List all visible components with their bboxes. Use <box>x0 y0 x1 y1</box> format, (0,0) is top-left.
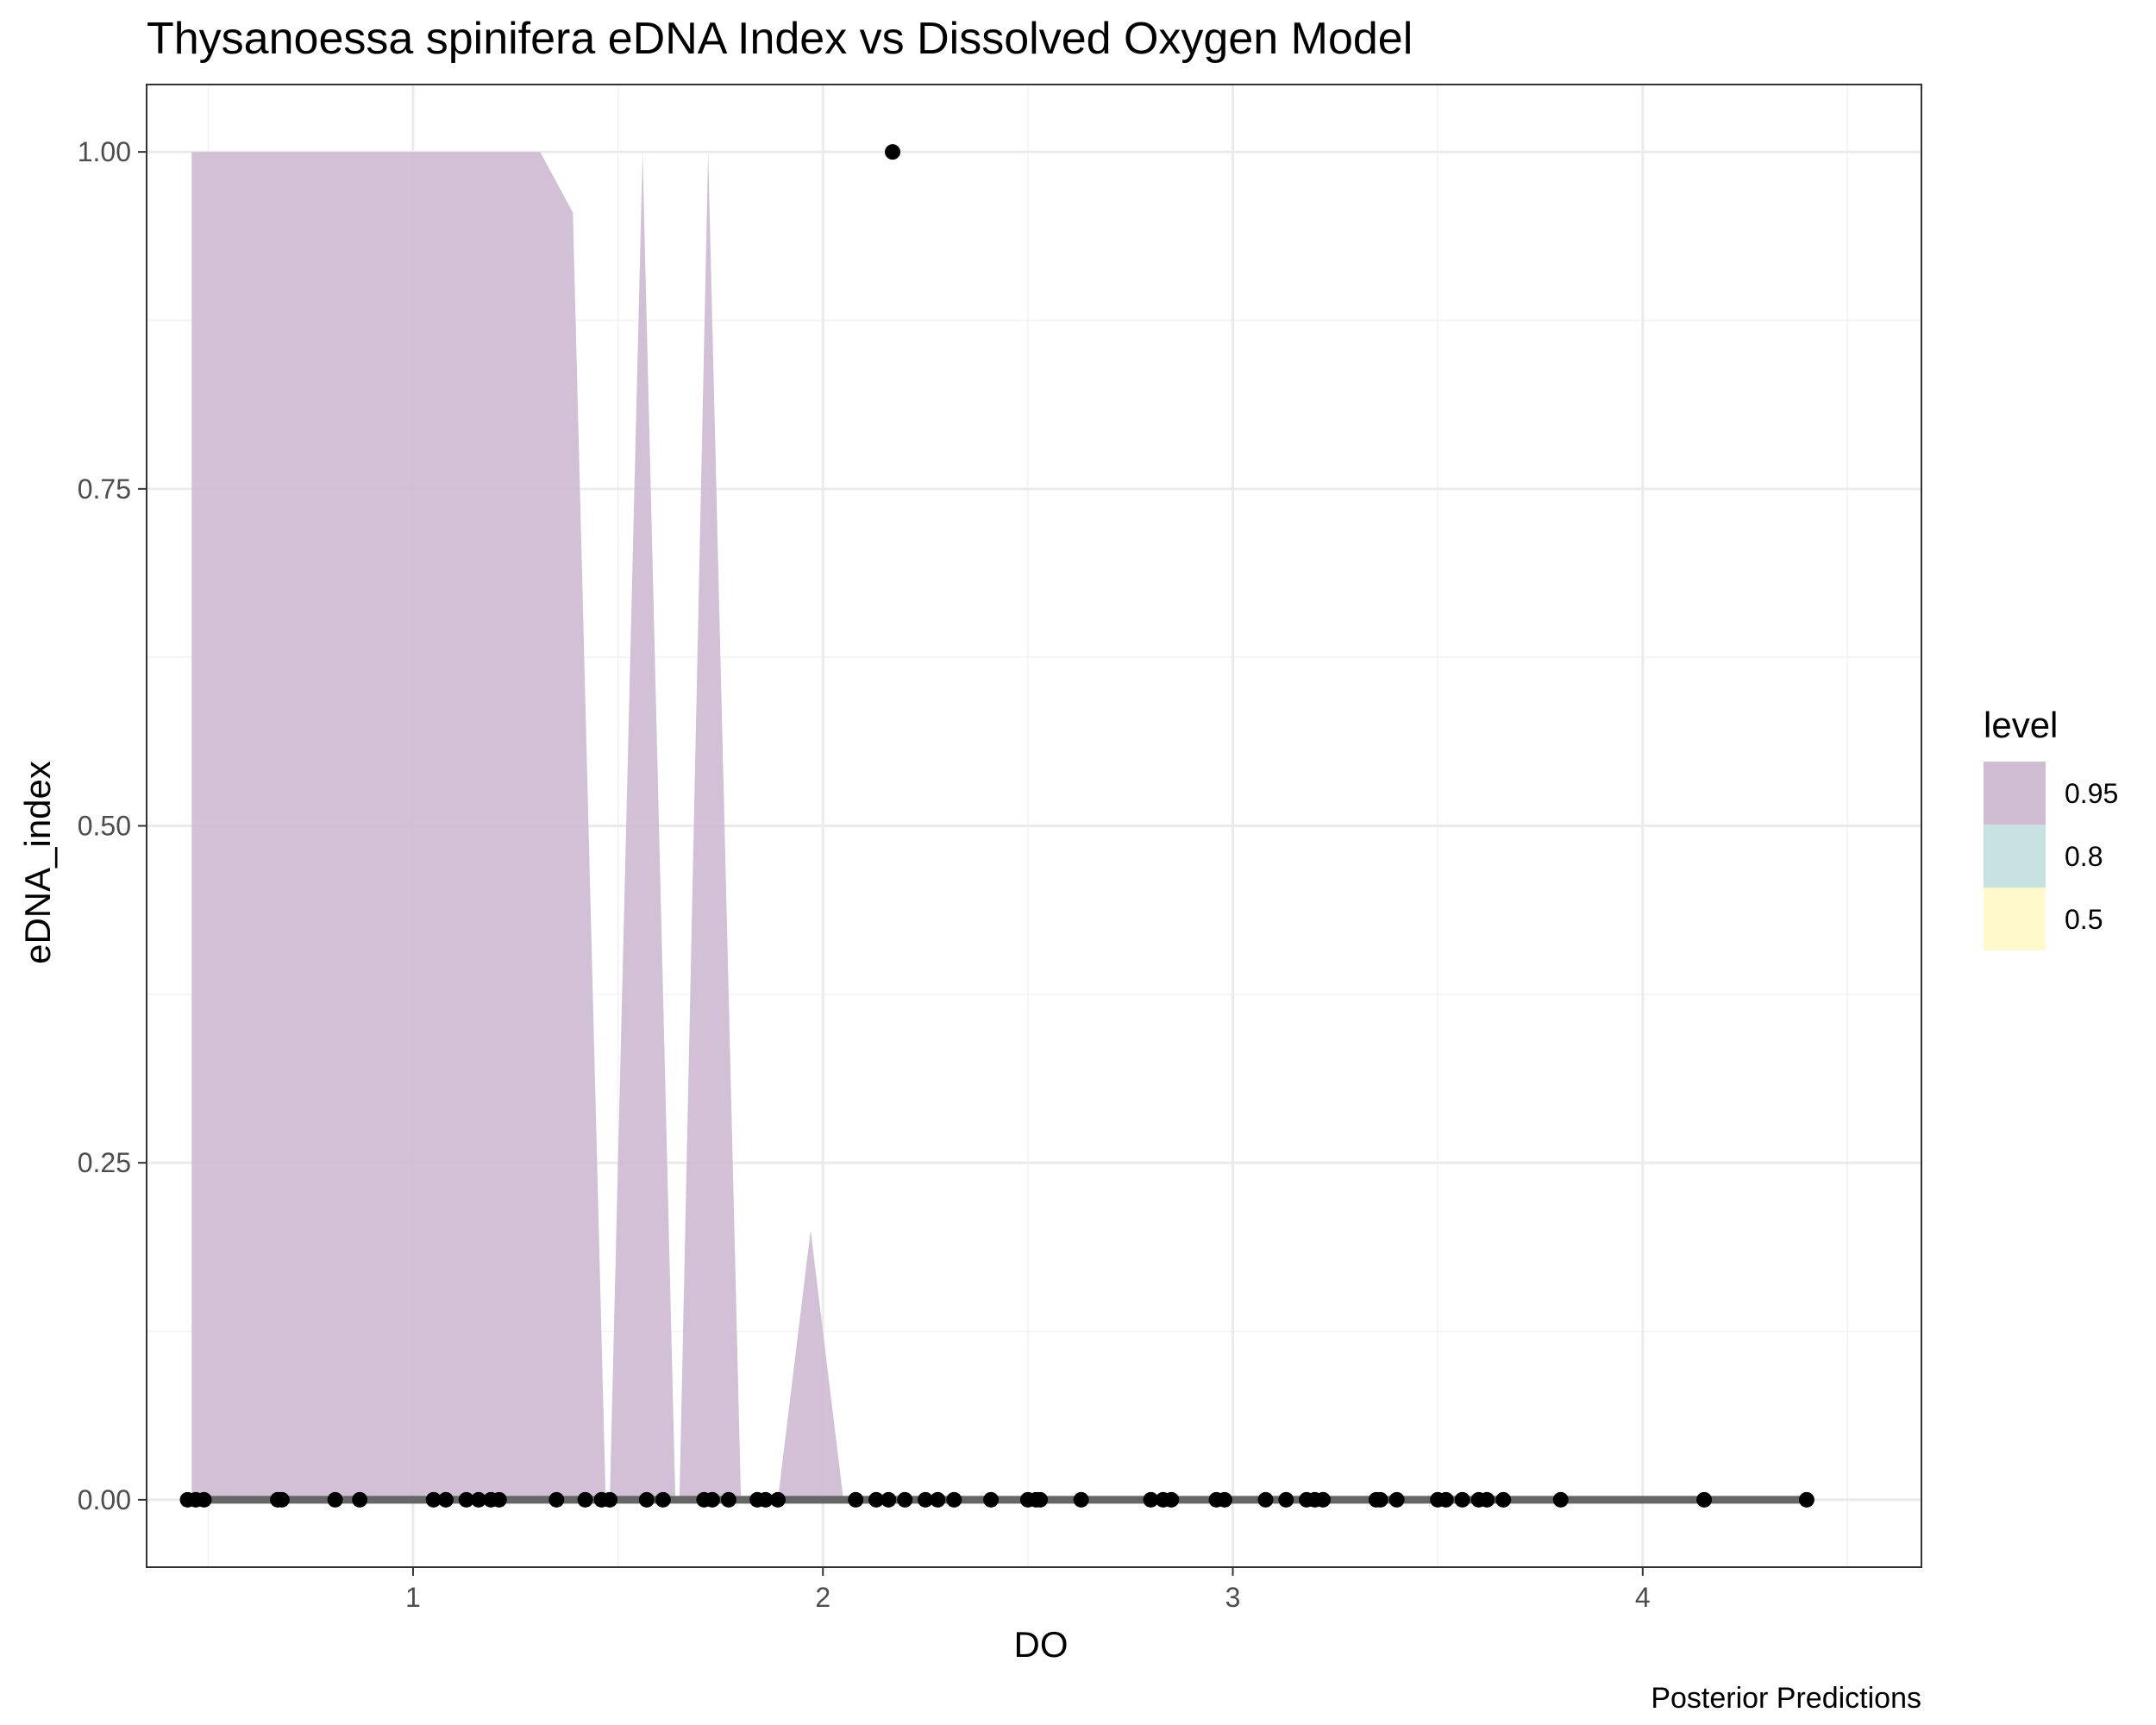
data-point <box>1143 1491 1159 1508</box>
data-point <box>868 1491 885 1508</box>
data-point <box>1552 1491 1569 1508</box>
x-tick-label: 4 <box>1635 1582 1651 1613</box>
data-point <box>1372 1491 1388 1508</box>
data-point <box>1217 1491 1233 1508</box>
data-point <box>1278 1491 1294 1508</box>
data-point <box>1798 1491 1814 1508</box>
y-tick-label: 0.00 <box>78 1484 131 1515</box>
legend-entries: 0.95 0.8 0.5 <box>1984 762 2118 950</box>
plot-panel <box>146 84 1922 1568</box>
ribbon-layer <box>191 152 843 1500</box>
point-layer <box>179 144 1814 1508</box>
legend-label: 0.95 <box>2065 778 2118 809</box>
legend: level 0.95 0.8 0.5 <box>1984 705 2118 950</box>
data-point <box>273 1491 290 1508</box>
legend-key <box>1984 888 2046 950</box>
data-point <box>930 1491 946 1508</box>
legend-key <box>1984 825 2046 888</box>
y-tick-label: 1.00 <box>78 136 131 167</box>
data-point <box>1032 1491 1049 1508</box>
data-point <box>1163 1491 1180 1508</box>
x-tick-label: 2 <box>815 1582 830 1613</box>
data-point <box>1479 1491 1495 1508</box>
data-point <box>638 1491 655 1508</box>
data-point <box>1454 1491 1470 1508</box>
data-point <box>1438 1491 1454 1508</box>
y-tick-label: 0.25 <box>78 1147 131 1178</box>
data-point <box>196 1491 212 1508</box>
data-point <box>769 1491 786 1508</box>
data-point <box>848 1491 864 1508</box>
data-point <box>885 144 901 160</box>
chart-caption: Posterior Predictions <box>1651 1682 1921 1715</box>
data-point <box>720 1491 736 1508</box>
y-axis-title: eDNA_index <box>17 761 58 964</box>
data-point <box>425 1491 442 1508</box>
data-point <box>655 1491 671 1508</box>
ribbon-0.95 <box>191 152 843 1500</box>
data-point <box>1315 1491 1332 1508</box>
data-point <box>458 1491 474 1508</box>
x-axis-title: DO <box>1014 1624 1069 1665</box>
y-axis: 0.00 0.25 0.50 0.75 1.00 <box>78 136 147 1515</box>
data-point <box>1388 1491 1405 1508</box>
x-axis: 1 2 3 4 <box>405 1567 1651 1613</box>
y-tick-label: 0.50 <box>78 811 131 842</box>
chart-title: Thysanoessa spinifera eDNA Index vs Diss… <box>147 14 1413 64</box>
data-point <box>897 1491 913 1508</box>
data-point <box>437 1491 454 1508</box>
data-point <box>352 1491 368 1508</box>
data-point <box>577 1491 593 1508</box>
y-tick-label: 0.75 <box>78 474 131 505</box>
data-point <box>548 1491 565 1508</box>
legend-key <box>1984 762 2046 825</box>
data-point <box>470 1491 486 1508</box>
x-tick-label: 3 <box>1225 1582 1241 1613</box>
data-point <box>918 1491 934 1508</box>
x-tick-label: 1 <box>405 1582 421 1613</box>
data-point <box>1257 1491 1274 1508</box>
data-point <box>757 1491 774 1508</box>
data-point <box>602 1491 618 1508</box>
data-point <box>704 1491 720 1508</box>
data-point <box>983 1491 1000 1508</box>
legend-title: level <box>1984 705 2058 745</box>
data-point <box>1495 1491 1512 1508</box>
data-point <box>946 1491 962 1508</box>
legend-label: 0.5 <box>2065 904 2103 935</box>
data-point <box>881 1491 897 1508</box>
data-point <box>1696 1491 1713 1508</box>
data-point <box>491 1491 507 1508</box>
legend-label: 0.8 <box>2065 841 2103 872</box>
data-point <box>327 1491 343 1508</box>
data-point <box>1073 1491 1089 1508</box>
